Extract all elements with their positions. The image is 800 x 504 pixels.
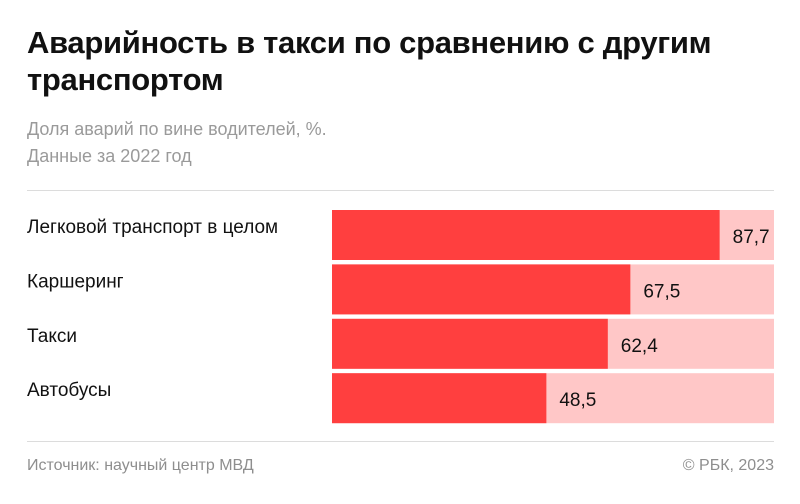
bar (332, 264, 631, 315)
category-label: Такси (27, 326, 77, 347)
chart-title: Аварийность в такси по сравнению с други… (27, 25, 712, 97)
value-label: 67,5 (643, 281, 680, 302)
source: Источник: научный центр МВД (27, 457, 254, 474)
bar (332, 318, 608, 369)
value-label: 48,5 (559, 390, 596, 411)
bar (332, 373, 547, 424)
subtitle: Доля аварий по вине водителей, %. Данные… (27, 116, 327, 170)
category-label: Каршеринг (27, 271, 124, 292)
category-label: Легковой транспорт в целом (27, 217, 278, 238)
category-label: Автобусы (27, 380, 111, 401)
bar (332, 210, 720, 260)
subtitle-line: Доля аварий по вине водителей, %. (27, 119, 327, 139)
subtitle-line: Данные за 2022 год (27, 146, 192, 166)
value-label: 87,7 (733, 227, 770, 248)
value-label: 62,4 (621, 336, 658, 357)
credit: © РБК, 2023 (682, 457, 774, 474)
separator (27, 190, 774, 191)
separator (27, 441, 774, 442)
